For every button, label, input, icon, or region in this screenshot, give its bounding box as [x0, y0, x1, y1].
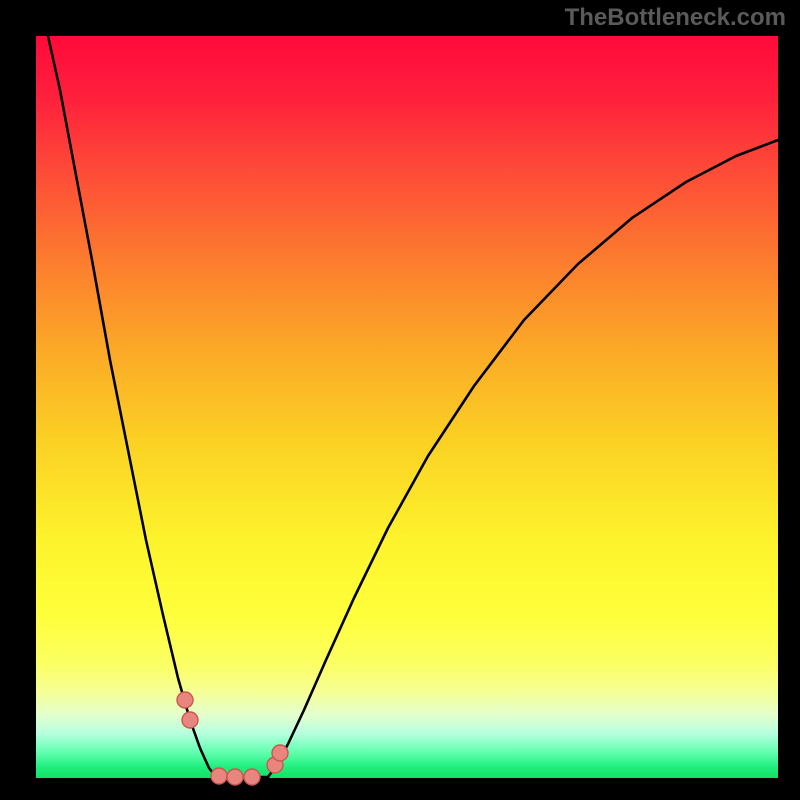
marker-dot [211, 768, 227, 784]
marker-dot [177, 692, 193, 708]
marker-dot [227, 769, 243, 785]
chart-canvas [0, 0, 800, 800]
marker-dot [182, 712, 198, 728]
gradient-plot-area [36, 36, 778, 778]
marker-dot [272, 745, 288, 761]
watermark-text: TheBottleneck.com [565, 4, 786, 32]
marker-dot [244, 769, 260, 785]
